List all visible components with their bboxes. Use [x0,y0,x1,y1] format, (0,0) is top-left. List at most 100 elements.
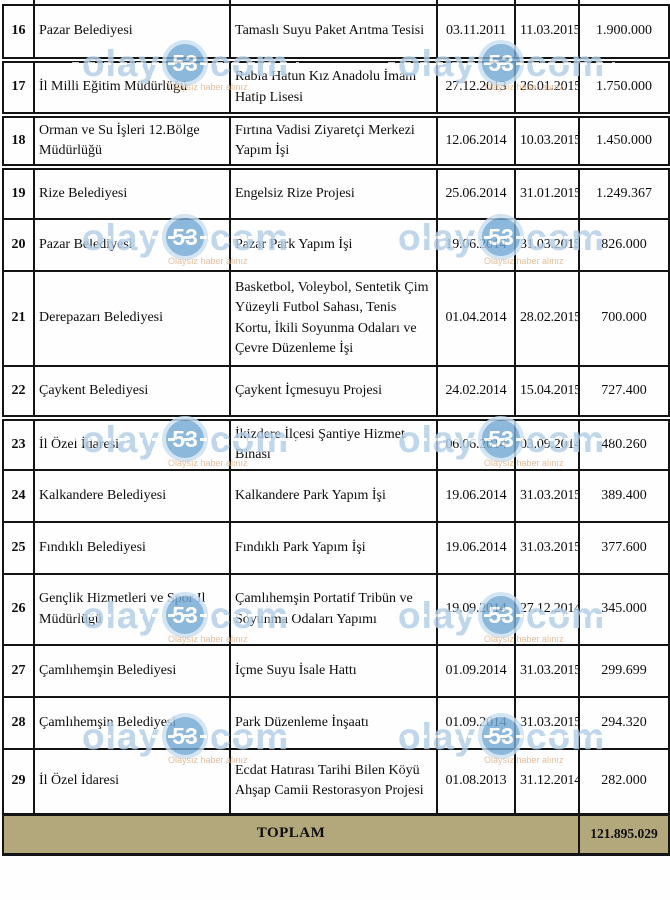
amount-cell: 1.450.000 [578,114,670,170]
end-date-cell: 26.01.2015 [514,59,580,118]
row-number: 27 [2,644,35,698]
table-row: 24 Kalkandere Belediyesi Kalkandere Park… [2,469,670,523]
start-date-cell: 19.06.2014 [436,521,516,575]
amount-cell: 1.900.000 [578,4,670,63]
row-number: 18 [2,114,35,170]
project-cell: Ecdat Hatırası Tarihi Bilen Köyü Ahşap C… [229,748,438,815]
amount-cell: 377.600 [578,521,670,575]
row-number: 28 [2,696,35,750]
end-date-cell: 11.03.2015 [514,4,580,63]
project-cell: Basketbol, Voleybol, Sentetik Çim Yüzeyl… [229,270,438,367]
institution-cell: Çamlıhemşin Belediyesi [33,696,231,750]
table-row: 29 İl Özel İdaresi Ecdat Hatırası Tarihi… [2,748,670,815]
row-number: 16 [2,4,35,63]
amount-cell: 727.400 [578,365,670,421]
start-date-cell: 01.04.2014 [436,270,516,367]
end-date-cell: 10.03.2015 [514,114,580,170]
project-cell: Pazar Park Yapım İşi [229,218,438,272]
project-cell: Tamaslı Suyu Paket Arıtma Tesisi [229,4,438,63]
end-date-cell: 31.03.2015 [514,218,580,272]
row-number: 24 [2,469,35,523]
project-cell: Çamlıhemşin Portatif Tribün ve Soyunma O… [229,573,438,646]
institution-cell: İl Özel İdaresi [33,748,231,815]
start-date-cell: 19.06.2014 [436,218,516,272]
amount-cell: 480.260 [578,417,670,471]
amount-cell: 294.320 [578,696,670,750]
start-date-cell: 25.06.2014 [436,166,516,220]
institution-cell: İl Özel İdaresi [33,417,231,471]
project-cell: İkizdere İlçesi Şantiye Hizmet Binası [229,417,438,471]
table-grid-stub [33,0,35,5]
row-number: 29 [2,748,35,815]
institution-cell: Pazar Belediyesi [33,4,231,63]
row-number: 20 [2,218,35,272]
table-row: 21 Derepazarı Belediyesi Basketbol, Vole… [2,270,670,367]
amount-cell: 299.699 [578,644,670,698]
amount-cell: 345.000 [578,573,670,646]
amount-cell: 282.000 [578,748,670,815]
investment-projects-table: 16 Pazar Belediyesi Tamaslı Suyu Paket A… [2,4,670,856]
end-date-cell: 03.09.2014 [514,417,580,471]
table-grid-stub [436,0,438,5]
table-grid-stub [229,0,231,5]
institution-cell: Rize Belediyesi [33,166,231,220]
table-grid-stub [578,0,580,5]
total-label: TOPLAM [2,812,580,856]
project-cell: Çaykent İçmesuyu Projesi [229,365,438,421]
project-cell: Engelsiz Rize Projesi [229,166,438,220]
amount-cell: 826.000 [578,218,670,272]
project-cell: Fırtına Vadisi Ziyaretçi Merkezi Yapım İ… [229,114,438,170]
row-number: 26 [2,573,35,646]
table-row: 19 Rize Belediyesi Engelsiz Rize Projesi… [2,166,670,220]
start-date-cell: 12.06.2014 [436,114,516,170]
table-row: 20 Pazar Belediyesi Pazar Park Yapım İşi… [2,218,670,272]
institution-cell: İl Milli Eğitim Müdürlüğü [33,59,231,118]
table-grid-stub [514,0,516,5]
total-row: TOPLAM 121.895.029 [2,812,670,856]
institution-cell: Derepazarı Belediyesi [33,270,231,367]
row-number: 19 [2,166,35,220]
start-date-cell: 01.08.2013 [436,748,516,815]
end-date-cell: 27.12.2014 [514,573,580,646]
start-date-cell: 27.12.2013 [436,59,516,118]
end-date-cell: 31.03.2015 [514,696,580,750]
end-date-cell: 31.03.2015 [514,521,580,575]
total-amount: 121.895.029 [578,812,670,856]
amount-cell: 389.400 [578,469,670,523]
row-number: 17 [2,59,35,118]
amount-cell: 1.249.367 [578,166,670,220]
institution-cell: Kalkandere Belediyesi [33,469,231,523]
start-date-cell: 06.06.2014 [436,417,516,471]
table-row: 17 İl Milli Eğitim Müdürlüğü Rabia Hatun… [2,59,670,118]
project-cell: Park Düzenleme İnşaatı [229,696,438,750]
row-number: 21 [2,270,35,367]
institution-cell: Gençlik Hizmetleri ve Spor Il Müdürlüğü [33,573,231,646]
end-date-cell: 31.03.2015 [514,644,580,698]
start-date-cell: 01.09.2014 [436,696,516,750]
project-cell: Rabia Hatun Kız Anadolu İmam Hatip Lises… [229,59,438,118]
start-date-cell: 19.09.2014 [436,573,516,646]
end-date-cell: 31.01.2015 [514,166,580,220]
table-row: 23 İl Özel İdaresi İkizdere İlçesi Şanti… [2,417,670,471]
table-row: 26 Gençlik Hizmetleri ve Spor Il Müdürlü… [2,573,670,646]
institution-cell: Çaykent Belediyesi [33,365,231,421]
project-cell: Fındıklı Park Yapım İşi [229,521,438,575]
table-row: 18 Orman ve Su İşleri 12.Bölge Müdürlüğü… [2,114,670,170]
start-date-cell: 19.06.2014 [436,469,516,523]
end-date-cell: 28.02.2015 [514,270,580,367]
institution-cell: Orman ve Su İşleri 12.Bölge Müdürlüğü [33,114,231,170]
amount-cell: 700.000 [578,270,670,367]
amount-cell: 1.750.000 [578,59,670,118]
start-date-cell: 24.02.2014 [436,365,516,421]
project-cell: İçme Suyu İsale Hattı [229,644,438,698]
table-row: 28 Çamlıhemşin Belediyesi Park Düzenleme… [2,696,670,750]
project-cell: Kalkandere Park Yapım İşi [229,469,438,523]
row-number: 22 [2,365,35,421]
end-date-cell: 31.12.2014 [514,748,580,815]
table-row: 16 Pazar Belediyesi Tamaslı Suyu Paket A… [2,4,670,63]
institution-cell: Çamlıhemşin Belediyesi [33,644,231,698]
start-date-cell: 01.09.2014 [436,644,516,698]
institution-cell: Pazar Belediyesi [33,218,231,272]
end-date-cell: 31.03.2015 [514,469,580,523]
